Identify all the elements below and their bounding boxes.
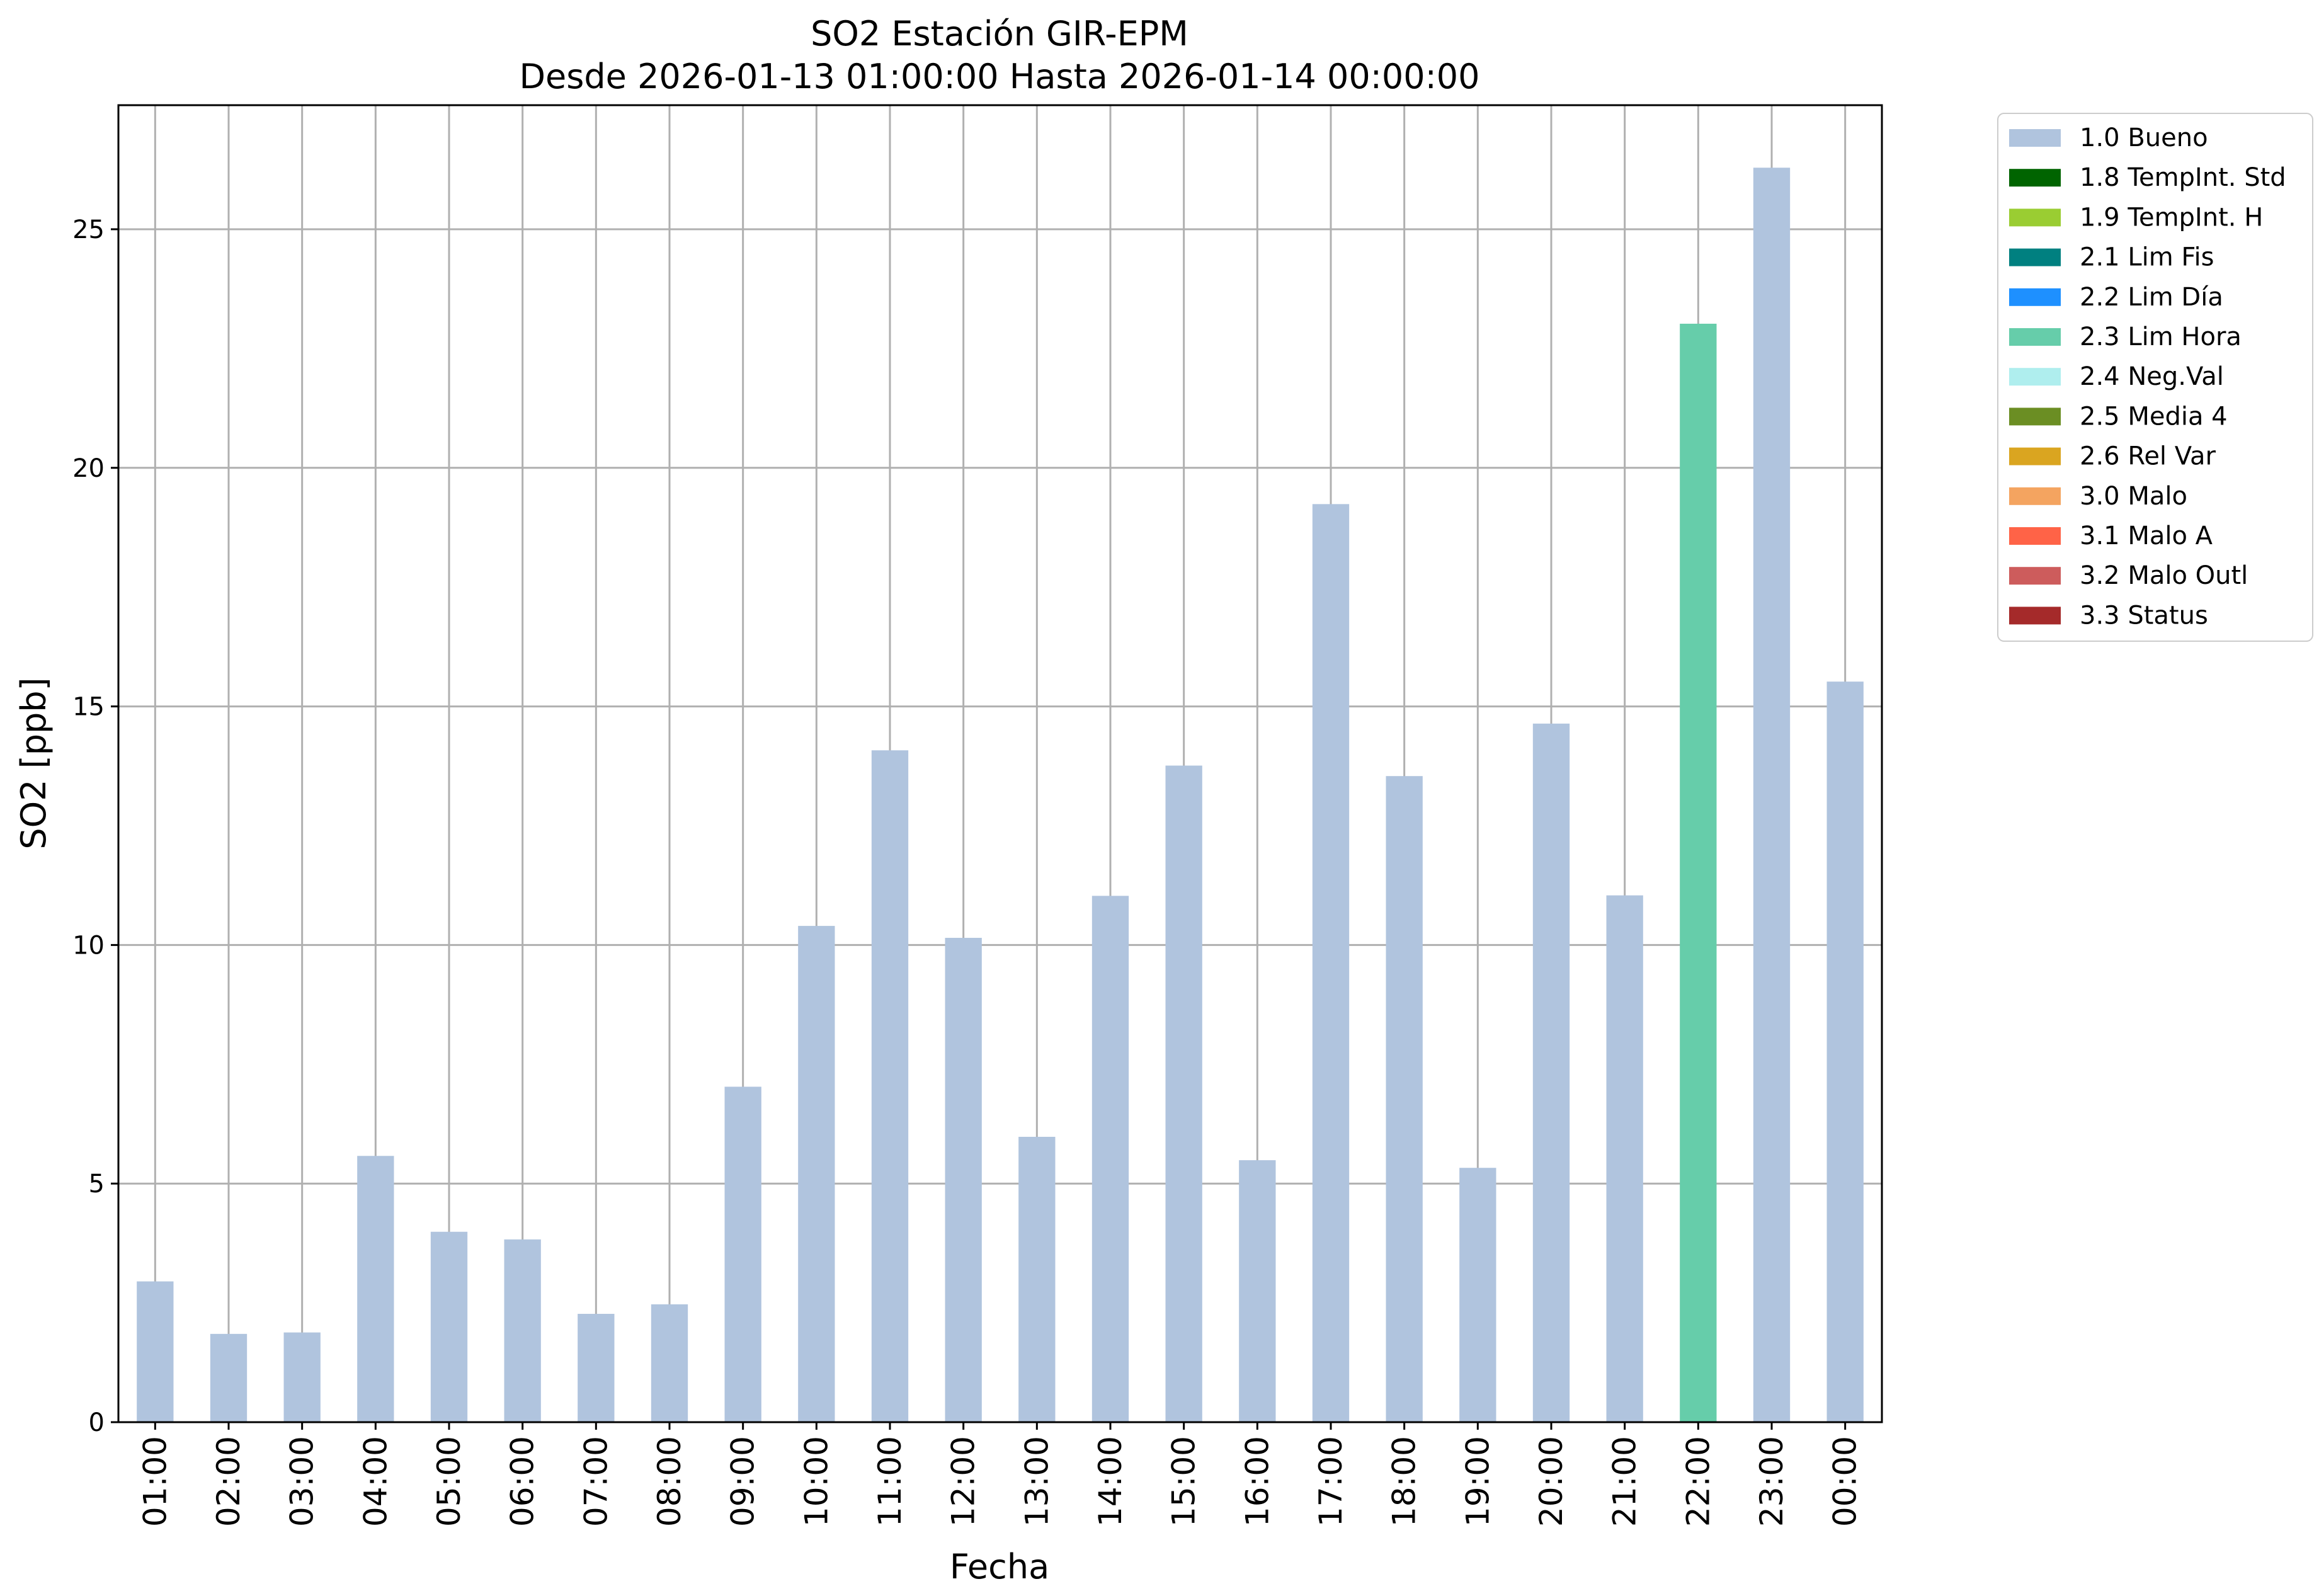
x-axis: 01:00 02:00 03:00 04:00 05:00 06:00 07:00 08:00… [137,1422,1864,1527]
bar-06-00 [504,1239,541,1422]
x-tick-label: 18:00 [1386,1436,1423,1527]
legend-label: 1.8 TempInt. Std [2080,163,2286,192]
x-tick-label: 20:00 [1533,1436,1570,1527]
legend-box [1997,113,2313,642]
x-tick-label: 17:00 [1313,1436,1349,1527]
bar-23-00 [1753,168,1791,1423]
legend: 1.0 Bueno 1.8 TempInt. Std 1.9 TempInt. H 2… [1997,113,2313,642]
bar-16-00 [1239,1160,1276,1422]
legend-label: 2.6 Rel Var [2080,442,2216,471]
legend-swatch [2009,527,2061,545]
bar-21-00 [1606,895,1643,1422]
x-tick-label: 01:00 [137,1436,173,1527]
y-axis: 0 5 10 15 20 25 [72,215,118,1437]
x-tick-label: 21:00 [1607,1436,1643,1527]
legend-swatch [2009,607,2061,625]
x-tick-label: 02:00 [210,1436,247,1527]
legend-swatch [2009,408,2061,426]
legend-swatch [2009,208,2061,227]
chart-subtitle: Desde 2026-01-13 01:00:00 Hasta 2026-01-… [519,57,1479,96]
x-tick-label: 15:00 [1166,1436,1202,1527]
bar-00-00 [1826,681,1864,1422]
legend-label: 1.0 Bueno [2080,123,2208,152]
plot-frame [117,104,1883,1423]
x-tick-label: 00:00 [1827,1436,1864,1527]
legend-label: 3.2 Malo Outl [2080,561,2248,590]
x-tick-label: 12:00 [945,1436,982,1527]
bar-19-00 [1459,1168,1496,1422]
plot-area [118,105,1882,1422]
bar-10-00 [798,926,835,1422]
x-tick-label: 16:00 [1239,1436,1275,1527]
bar-12-00 [945,938,982,1422]
bar-02-00 [210,1333,248,1422]
legend-label: 2.5 Media 4 [2080,402,2228,431]
legend-label: 2.2 Lim Día [2080,283,2223,312]
chart-title: SO2 Estación GIR-EPM [811,14,1188,54]
legend-swatch [2009,487,2061,505]
bar-03-00 [283,1332,321,1422]
bar-05-00 [430,1231,468,1422]
bar-13-00 [1018,1136,1056,1422]
legend-label: 2.4 Neg.Val [2080,362,2224,391]
y-axis-label: SO2 [ppb] [14,677,54,849]
legend-swatch [2009,169,2061,187]
x-tick-label: 11:00 [872,1436,908,1527]
y-tick-label: 15 [72,693,105,722]
x-tick-label: 05:00 [431,1436,467,1527]
legend-swatch [2009,447,2061,465]
x-tick-label: 08:00 [651,1436,688,1527]
legend-label: 1.9 TempInt. H [2080,203,2263,232]
x-tick-label: 06:00 [504,1436,541,1527]
bar-22-00 [1680,323,1717,1422]
bar-18-00 [1386,776,1423,1422]
legend-label: 3.1 Malo A [2080,522,2213,550]
y-tick-label: 20 [72,454,105,483]
legend-swatch [2009,328,2061,346]
x-tick-label: 19:00 [1459,1436,1496,1527]
legend-label: 2.1 Lim Fis [2080,243,2214,272]
x-axis-label: Fecha [950,1547,1049,1587]
legend-label: 2.3 Lim Hora [2080,322,2242,351]
bar-11-00 [871,750,909,1422]
x-tick-label: 10:00 [798,1436,835,1527]
x-tick-label: 23:00 [1753,1436,1790,1527]
x-tick-label: 04:00 [357,1436,394,1527]
bar-01-00 [137,1281,174,1422]
x-tick-label: 14:00 [1092,1436,1129,1527]
legend-swatch [2009,248,2061,266]
legend-label: 3.0 Malo [2080,482,2187,511]
y-tick-label: 10 [72,931,105,960]
bar-07-00 [578,1314,615,1422]
y-tick-label: 5 [89,1170,105,1199]
bar-14-00 [1091,896,1129,1422]
bar-20-00 [1532,723,1570,1422]
legend-label: 3.3 Status [2080,601,2208,630]
bar-09-00 [724,1086,761,1422]
legend-entries: 1.0 Bueno 1.8 TempInt. Std 1.9 TempInt. H 2… [2009,123,2286,630]
bar-17-00 [1312,504,1350,1422]
x-tick-label: 09:00 [725,1436,761,1527]
x-tick-label: 13:00 [1018,1436,1055,1527]
x-tick-label: 22:00 [1680,1436,1716,1527]
legend-swatch [2009,129,2061,147]
bar-15-00 [1165,765,1202,1422]
bar-04-00 [357,1156,394,1422]
bars [137,168,1864,1423]
bar-08-00 [651,1304,688,1422]
legend-swatch [2009,288,2061,306]
y-tick-label: 0 [89,1408,105,1437]
y-tick-label: 25 [72,215,105,244]
legend-swatch [2009,368,2061,386]
x-tick-label: 03:00 [284,1436,321,1527]
legend-swatch [2009,567,2061,585]
x-tick-label: 07:00 [578,1436,614,1527]
